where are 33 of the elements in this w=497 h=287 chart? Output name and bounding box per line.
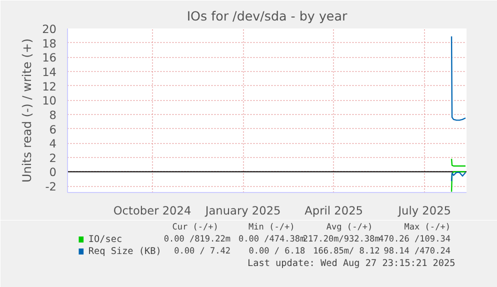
y-tick-label: 10 bbox=[42, 94, 57, 108]
line-series bbox=[450, 172, 466, 182]
text: Avg (-/+) bbox=[326, 222, 373, 232]
y-tick-label: 16 bbox=[42, 50, 57, 65]
text: 0.00 / 6.18 bbox=[248, 246, 306, 256]
text: 0.00 /819.22m bbox=[164, 234, 230, 244]
text: Last update: Wed Aug 27 23:15:21 2025 bbox=[247, 258, 456, 269]
text: 98.14 /470.24 bbox=[384, 246, 450, 256]
y-tick-label: 8 bbox=[49, 108, 57, 122]
y-tick-label: 14 bbox=[42, 64, 57, 79]
y-tick-label: 4 bbox=[49, 136, 57, 151]
y-tick-label: 2 bbox=[49, 150, 57, 165]
y-tick-label: -2 bbox=[45, 180, 56, 194]
text: 470.26 /109.34 bbox=[378, 234, 450, 244]
text: Cur (-/+) bbox=[172, 222, 218, 232]
y-axis-title: Units read (-) / write (+) bbox=[20, 38, 34, 183]
x-tick-label: April 2025 bbox=[304, 204, 363, 218]
text: 0.00 / 7.42 bbox=[174, 246, 230, 256]
legend-label: Req Size (KB) bbox=[88, 246, 162, 257]
line-series bbox=[450, 36, 466, 121]
text: Min (-/+) bbox=[248, 222, 295, 232]
y-tick-label: 18 bbox=[42, 36, 57, 50]
y-tick-label: 20 bbox=[42, 22, 57, 36]
y-tick-label: 0 bbox=[49, 165, 57, 180]
y-tick-label: 12 bbox=[42, 79, 57, 94]
text: 166.85m/ 8.12 bbox=[313, 246, 380, 256]
legend-label: IO/sec bbox=[88, 234, 122, 245]
y-tick-label: 6 bbox=[49, 122, 57, 136]
x-tick-label: January 2025 bbox=[204, 204, 281, 218]
text: Max (-/+) bbox=[404, 222, 450, 232]
chart-title: IOs for /dev/sda - by year bbox=[186, 8, 348, 24]
x-tick-label: October 2024 bbox=[113, 204, 192, 218]
x-tick-label: July 2025 bbox=[397, 204, 452, 218]
